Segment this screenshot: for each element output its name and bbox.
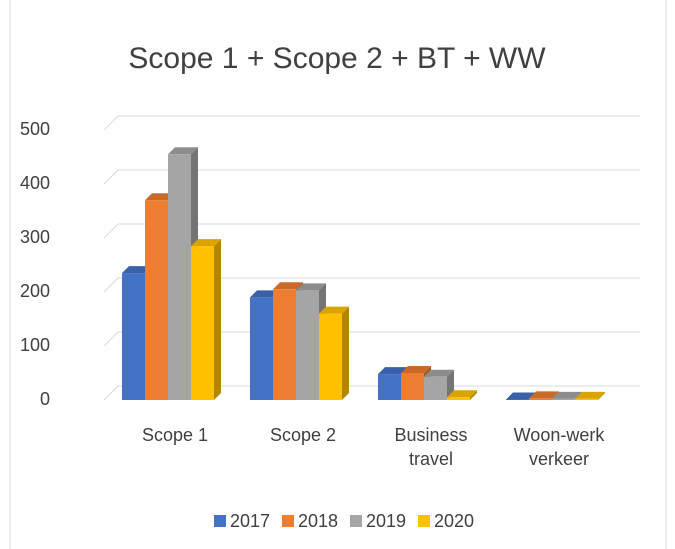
legend-label: 2020 xyxy=(434,511,474,531)
bar xyxy=(122,273,145,400)
bar xyxy=(401,373,424,400)
legend-label: 2019 xyxy=(366,511,406,531)
grid-line xyxy=(103,277,640,293)
bar xyxy=(191,246,214,400)
bar-top xyxy=(506,392,536,400)
bar-side xyxy=(214,239,221,400)
bar-top xyxy=(273,282,303,290)
bar xyxy=(145,200,168,400)
bar-top xyxy=(447,390,477,398)
bar-top xyxy=(575,391,605,399)
y-tick-label: 400 xyxy=(20,173,50,193)
y-tick-label: 100 xyxy=(20,335,50,355)
bar-side xyxy=(598,391,605,400)
bar xyxy=(273,289,296,400)
bar-side xyxy=(342,306,349,400)
y-tick-label: 300 xyxy=(20,227,50,247)
x-tick-label: Woon-werk verkeer xyxy=(513,425,605,469)
chart-border xyxy=(9,0,667,549)
bar-top xyxy=(552,391,582,399)
bar xyxy=(529,398,552,400)
legend-swatch xyxy=(214,515,226,527)
bar xyxy=(552,398,575,400)
bar-top xyxy=(401,366,431,373)
bar xyxy=(250,297,273,400)
legend-swatch xyxy=(282,515,294,527)
legend-swatch xyxy=(418,515,430,527)
x-tick-label: Scope 1 xyxy=(141,425,209,445)
bar-top xyxy=(145,193,175,201)
bar-side xyxy=(470,390,477,400)
x-tick-label: Business travel xyxy=(394,425,468,469)
bar-top xyxy=(168,147,198,155)
bar xyxy=(506,399,529,400)
legend-swatch xyxy=(350,515,362,527)
x-tick-label: Scope 2 xyxy=(269,425,337,445)
bar-top xyxy=(378,367,408,375)
y-tick-label: 200 xyxy=(20,281,50,301)
bar xyxy=(378,374,401,400)
bar xyxy=(168,154,191,400)
bar-top xyxy=(529,391,559,399)
bar-top xyxy=(319,306,349,314)
bar-top xyxy=(122,266,152,274)
bar xyxy=(296,290,319,400)
legend-label: 2017 xyxy=(230,511,270,531)
bar xyxy=(424,376,447,400)
legend-label: 2018 xyxy=(298,511,338,531)
bar-top xyxy=(296,283,326,291)
y-tick-label: 500 xyxy=(20,119,50,139)
bar-top xyxy=(424,369,454,377)
grid-line xyxy=(103,169,640,185)
bar-top xyxy=(191,239,221,247)
grid-line xyxy=(103,331,640,347)
bar xyxy=(319,313,342,400)
y-tick-label: 0 xyxy=(40,389,50,409)
grid-line xyxy=(103,115,640,131)
grid-line xyxy=(103,385,640,401)
chart-title: Scope 1 + Scope 2 + BT + WW xyxy=(128,42,546,75)
bar xyxy=(447,397,470,400)
grid-line xyxy=(103,223,640,239)
bar xyxy=(575,398,598,400)
bar-top xyxy=(250,290,280,298)
